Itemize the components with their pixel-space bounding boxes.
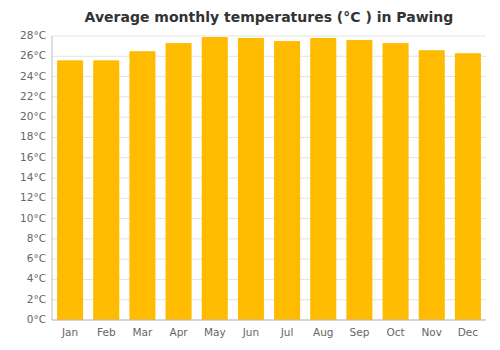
y-tick-label: 14°C xyxy=(20,171,46,183)
bar xyxy=(166,43,192,320)
x-tick-label: Jul xyxy=(280,326,294,338)
y-tick-label: 28°C xyxy=(20,29,46,41)
y-tick-label: 16°C xyxy=(20,151,46,163)
x-axis: Jan Feb Mar Apr May Jun Jul Aug Sep Oct Nov Dec xyxy=(61,326,478,338)
x-tick-label: Dec xyxy=(458,326,479,338)
x-tick-label: Oct xyxy=(387,326,405,338)
y-axis: 0°C 2°C 4°C 6°C 8°C 10°C 12°C 14°C 16°C 18°C 20°C 2… xyxy=(20,29,46,325)
bar xyxy=(383,43,409,320)
y-tick-label: 26°C xyxy=(20,49,46,61)
title: Average monthly temperatures (°C ) in Pa… xyxy=(85,9,454,25)
y-tick-label: 12°C xyxy=(20,191,46,203)
chart-container: 0°C 2°C 4°C 6°C 8°C 10°C 12°C 14°C 16°C 18°C 20°C 2… xyxy=(0,0,500,350)
grid-line xyxy=(52,36,486,37)
x-tick-label: Jun xyxy=(242,326,259,338)
y-tick-label: 20°C xyxy=(20,110,46,122)
bar xyxy=(238,38,264,320)
x-tick-label: Apr xyxy=(169,326,188,338)
bar xyxy=(455,53,481,320)
y-tick-label: 2°C xyxy=(27,293,46,305)
y-tick-label: 0°C xyxy=(27,313,46,325)
bar xyxy=(202,37,228,320)
x-tick-label: May xyxy=(204,326,226,338)
bar xyxy=(346,40,372,320)
y-axis-line xyxy=(52,36,53,320)
y-tick-label: 8°C xyxy=(27,232,46,244)
bar xyxy=(310,38,336,320)
x-tick-label: Sep xyxy=(350,326,370,338)
grid-line xyxy=(52,320,486,321)
x-tick-label: Aug xyxy=(313,326,334,338)
x-tick-label: Nov xyxy=(422,326,443,338)
bar xyxy=(419,50,445,320)
x-tick-label: Jan xyxy=(61,326,78,338)
y-tick-label: 10°C xyxy=(20,212,46,224)
y-tick-label: 24°C xyxy=(20,70,46,82)
bar xyxy=(93,60,119,320)
chart: 0°C 2°C 4°C 6°C 8°C 10°C 12°C 14°C 16°C 18°C 20°C 2… xyxy=(0,0,500,350)
bar xyxy=(129,51,155,320)
y-tick-label: 18°C xyxy=(20,130,46,142)
y-grid xyxy=(52,36,486,320)
bar xyxy=(274,41,300,320)
y-tick-label: 6°C xyxy=(27,252,46,264)
bar xyxy=(57,60,83,320)
x-tick-label: Mar xyxy=(133,326,153,338)
x-axis-line xyxy=(52,320,486,321)
x-tick-label: Feb xyxy=(97,326,116,338)
y-tick-label: 22°C xyxy=(20,90,46,102)
y-tick-label: 4°C xyxy=(27,272,46,284)
bars xyxy=(57,37,481,320)
